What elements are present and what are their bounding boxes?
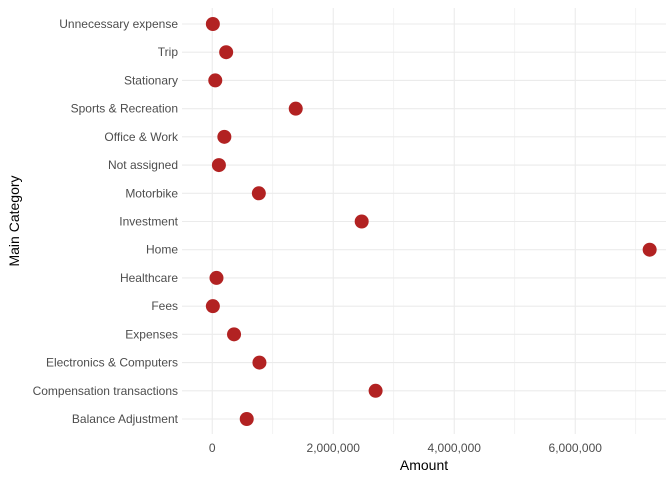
y-tick-label: Balance Adjustment bbox=[72, 412, 179, 426]
x-tick-label: 6,000,000 bbox=[549, 441, 603, 455]
major-gridlines bbox=[182, 8, 666, 434]
y-tick-label: Not assigned bbox=[108, 158, 178, 172]
data-point bbox=[219, 45, 234, 60]
data-point bbox=[239, 412, 254, 426]
y-axis-title: Main Category bbox=[6, 175, 22, 266]
data-point bbox=[354, 214, 369, 229]
x-tick-label: 0 bbox=[209, 441, 216, 455]
y-tick-label: Sports & Recreation bbox=[71, 102, 178, 116]
x-tick-label: 2,000,000 bbox=[307, 441, 361, 455]
data-point bbox=[227, 327, 242, 342]
x-tick-label: 4,000,000 bbox=[428, 441, 482, 455]
y-tick-label: Compensation transactions bbox=[33, 384, 178, 398]
y-tick-label: Motorbike bbox=[125, 186, 178, 200]
y-tick-label: Healthcare bbox=[120, 271, 178, 285]
data-point bbox=[208, 73, 223, 88]
data-point bbox=[288, 101, 303, 116]
data-point bbox=[205, 17, 220, 31]
data-point bbox=[642, 242, 657, 257]
data-point bbox=[209, 270, 224, 285]
data-point bbox=[368, 383, 383, 398]
y-tick-label: Fees bbox=[151, 299, 178, 313]
y-tick-label: Investment bbox=[119, 215, 178, 229]
y-tick-label: Trip bbox=[158, 45, 179, 59]
data-points bbox=[205, 17, 657, 426]
y-tick-label: Expenses bbox=[125, 327, 178, 341]
y-tick-label: Electronics & Computers bbox=[46, 356, 178, 370]
y-tick-labels: Balance Adjustment Compensation transacti… bbox=[33, 17, 179, 426]
x-tick-labels: 0 2,000,000 4,000,000 6,000,000 bbox=[209, 441, 602, 455]
y-tick-label: Stationary bbox=[124, 73, 178, 87]
data-point bbox=[217, 129, 232, 144]
data-point bbox=[251, 186, 266, 201]
x-axis-title: Amount bbox=[400, 457, 448, 473]
y-tick-label: Home bbox=[146, 243, 178, 257]
y-tick-label: Office & Work bbox=[104, 130, 179, 144]
data-point bbox=[205, 299, 220, 314]
y-tick-label: Unnecessary expense bbox=[59, 17, 178, 31]
data-point bbox=[252, 355, 267, 370]
data-point bbox=[211, 158, 226, 173]
